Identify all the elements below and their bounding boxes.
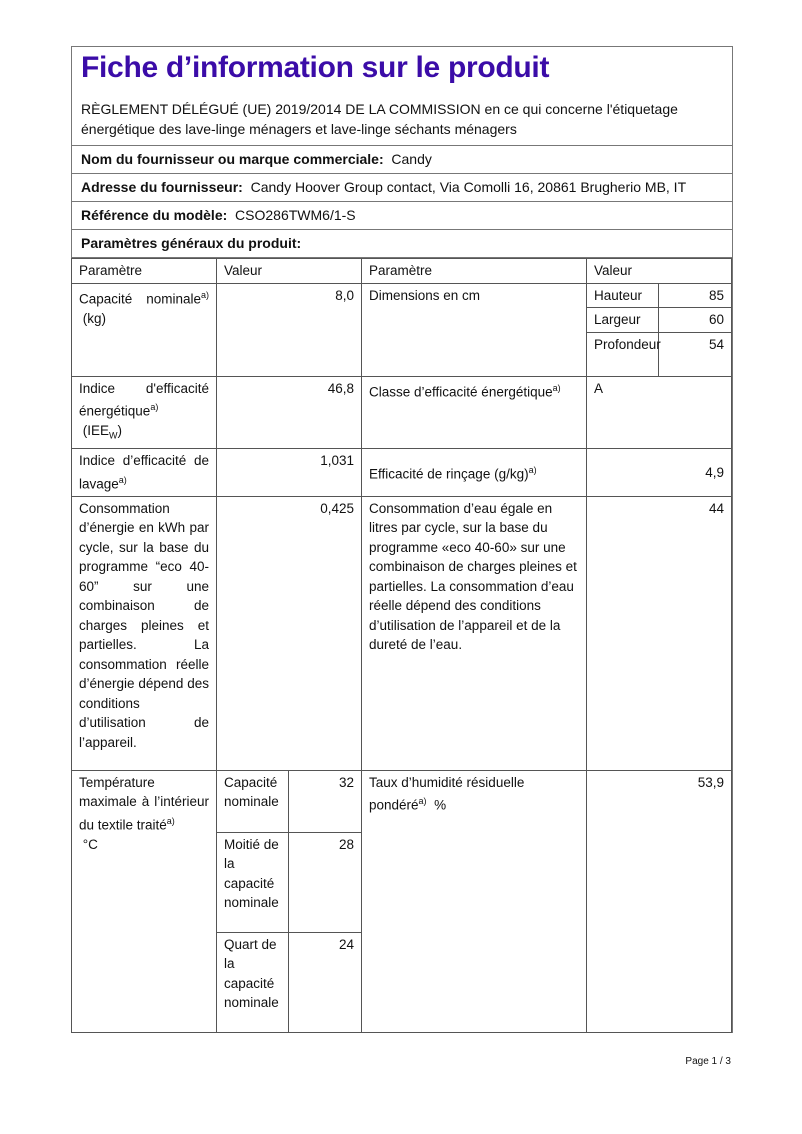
height-label: Hauteur	[586, 282, 659, 308]
model-value: CSO286TWM6/1-S	[235, 207, 356, 223]
table-row: Capacité nominalea) (kg) 8,0 Dimensions …	[71, 282, 732, 377]
water-label: Consommation d’eau égale en litres par c…	[361, 495, 587, 771]
address-line: Adresse du fournisseur: Candy Hoover Gro…	[72, 174, 732, 202]
regulation-text: RÈGLEMENT DÉLÉGUÉ (UE) 2019/2014 DE LA C…	[72, 93, 732, 146]
energy-value: 0,425	[216, 495, 362, 771]
wash-value: 1,031	[216, 448, 362, 497]
rinse-value: 4,9	[586, 448, 732, 497]
address-value: Candy Hoover Group contact, Via Comolli …	[250, 179, 687, 195]
height-value: 85	[658, 282, 732, 308]
table-row: Largeur 60	[72, 307, 732, 333]
table-row: Quart de la capacité nominale 24	[72, 931, 732, 1033]
energy-class-value: A	[586, 375, 732, 450]
product-sheet: Fiche d’information sur le produit RÈGLE…	[71, 46, 733, 1033]
width-label: Largeur	[586, 307, 659, 333]
table-row: Indice d’efficacité de lavagea) 1,031 Ef…	[71, 448, 732, 497]
header-param: Paramètre	[71, 258, 217, 284]
address-label: Adresse du fournisseur:	[81, 179, 243, 195]
energy-label: Consommation d’énergie en kWh par cycle,…	[71, 495, 217, 771]
supplier-line: Nom du fournisseur ou marque commerciale…	[72, 146, 732, 174]
water-value: 44	[586, 495, 732, 771]
width-value: 60	[658, 307, 732, 333]
energy-class-label: Classe d’efficacité énergétiquea)	[361, 375, 587, 450]
table-row: Température maximale à l’intérieur du te…	[71, 769, 732, 1033]
humidity-value: 53,9	[586, 769, 732, 1033]
rinse-label: Efficacité de rinçage (g/kg)a)	[361, 448, 587, 497]
temp-quarter-label: Quart de la capacité nominale	[216, 931, 289, 1033]
general-label: Paramètres généraux du produit:	[81, 235, 302, 251]
header-param: Paramètre	[361, 258, 587, 284]
capacity-label: Capacité nominalea) (kg)	[71, 282, 217, 377]
wash-label: Indice d’efficacité de lavagea)	[71, 448, 217, 497]
page-number: Page 1 / 3	[685, 1056, 731, 1067]
model-label: Référence du modèle:	[81, 207, 228, 223]
params-table: Paramètre Valeur Paramètre Valeur Capaci…	[71, 258, 732, 1033]
temp-half-label: Moitié de la capacité nominale	[216, 831, 289, 933]
table-header: Paramètre Valeur Paramètre Valeur	[71, 258, 732, 284]
eei-value: 46,8	[216, 375, 362, 450]
capacity-value: 8,0	[216, 282, 362, 377]
humidity-label: Taux d’humidité résiduelle pondéréa) %	[361, 769, 587, 1033]
supplier-value: Candy	[391, 151, 432, 167]
temp-label: Température maximale à l’intérieur du te…	[71, 769, 217, 1033]
temp-half-value: 28	[288, 831, 362, 933]
dimensions-label: Dimensions en cm	[361, 282, 587, 377]
temp-full-label: Capacité nominale	[216, 769, 289, 833]
general-params-heading: Paramètres généraux du produit:	[72, 230, 732, 258]
supplier-label: Nom du fournisseur ou marque commerciale…	[81, 151, 384, 167]
temp-full-value: 32	[288, 769, 362, 833]
table-row: Moitié de la capacité nominale 28	[72, 831, 732, 933]
depth-value: 54	[658, 331, 732, 377]
table-row: Indice d'efficacité énergétiquea) (IEEW)…	[71, 375, 732, 450]
table-row: Profondeur 54	[72, 331, 732, 377]
temp-quarter-value: 24	[288, 931, 362, 1033]
eei-label: Indice d'efficacité énergétiquea) (IEEW)	[71, 375, 217, 450]
model-line: Référence du modèle: CSO286TWM6/1-S	[72, 202, 732, 230]
header-value: Valeur	[586, 258, 732, 284]
table-row: Consommation d’énergie en kWh par cycle,…	[71, 495, 732, 771]
page-title: Fiche d’information sur le produit	[81, 51, 550, 84]
header-value: Valeur	[216, 258, 362, 284]
depth-label: Profondeur	[586, 331, 661, 377]
